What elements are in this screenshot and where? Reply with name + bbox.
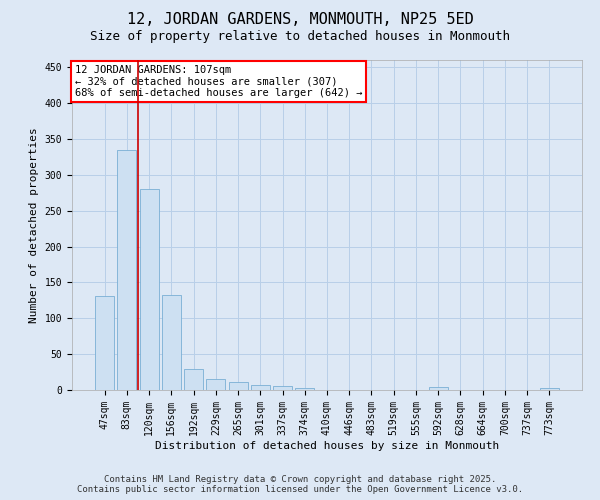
- Y-axis label: Number of detached properties: Number of detached properties: [29, 127, 39, 323]
- Bar: [140, 189, 158, 390]
- Bar: [184, 369, 203, 390]
- Text: Size of property relative to detached houses in Monmouth: Size of property relative to detached ho…: [90, 30, 510, 43]
- Bar: [273, 386, 292, 390]
- Text: 12, JORDAN GARDENS, MONMOUTH, NP25 5ED: 12, JORDAN GARDENS, MONMOUTH, NP25 5ED: [127, 12, 473, 28]
- Bar: [251, 385, 270, 390]
- Bar: [162, 294, 181, 390]
- Bar: [118, 150, 136, 390]
- Bar: [540, 388, 559, 390]
- Text: 12 JORDAN GARDENS: 107sqm
← 32% of detached houses are smaller (307)
68% of semi: 12 JORDAN GARDENS: 107sqm ← 32% of detac…: [74, 65, 362, 98]
- Text: Contains HM Land Registry data © Crown copyright and database right 2025.
Contai: Contains HM Land Registry data © Crown c…: [77, 474, 523, 494]
- Bar: [429, 387, 448, 390]
- Bar: [206, 379, 225, 390]
- Bar: [295, 388, 314, 390]
- X-axis label: Distribution of detached houses by size in Monmouth: Distribution of detached houses by size …: [155, 440, 499, 450]
- Bar: [229, 382, 248, 390]
- Bar: [95, 296, 114, 390]
